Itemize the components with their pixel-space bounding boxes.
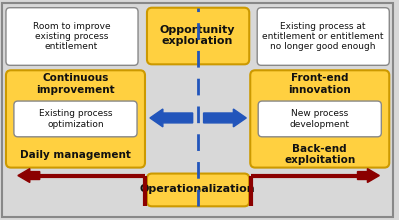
Text: Opportunity
exploration: Opportunity exploration [160, 25, 235, 46]
FancyBboxPatch shape [6, 8, 138, 65]
FancyBboxPatch shape [257, 8, 389, 65]
Text: New process
development: New process development [290, 109, 350, 129]
Text: Daily management: Daily management [20, 150, 131, 160]
FancyBboxPatch shape [147, 8, 249, 64]
Polygon shape [358, 169, 379, 183]
Polygon shape [18, 169, 40, 183]
FancyBboxPatch shape [2, 3, 393, 217]
FancyBboxPatch shape [147, 174, 249, 206]
FancyBboxPatch shape [250, 70, 389, 168]
FancyBboxPatch shape [258, 101, 381, 137]
FancyBboxPatch shape [6, 70, 145, 168]
Text: Existing process at
entitlement or entitlement
no longer good enough: Existing process at entitlement or entit… [262, 22, 383, 51]
Text: Continuous
improvement: Continuous improvement [36, 73, 115, 95]
FancyBboxPatch shape [14, 101, 137, 137]
Text: Operationalization: Operationalization [140, 184, 255, 194]
Text: Room to improve
existing process
entitlement: Room to improve existing process entitle… [33, 22, 110, 51]
Text: Front-end
innovation: Front-end innovation [288, 73, 351, 95]
Polygon shape [150, 109, 193, 127]
Text: Existing process
optimization: Existing process optimization [39, 109, 112, 129]
Text: Back-end
exploitation: Back-end exploitation [284, 144, 356, 165]
Polygon shape [203, 109, 246, 127]
